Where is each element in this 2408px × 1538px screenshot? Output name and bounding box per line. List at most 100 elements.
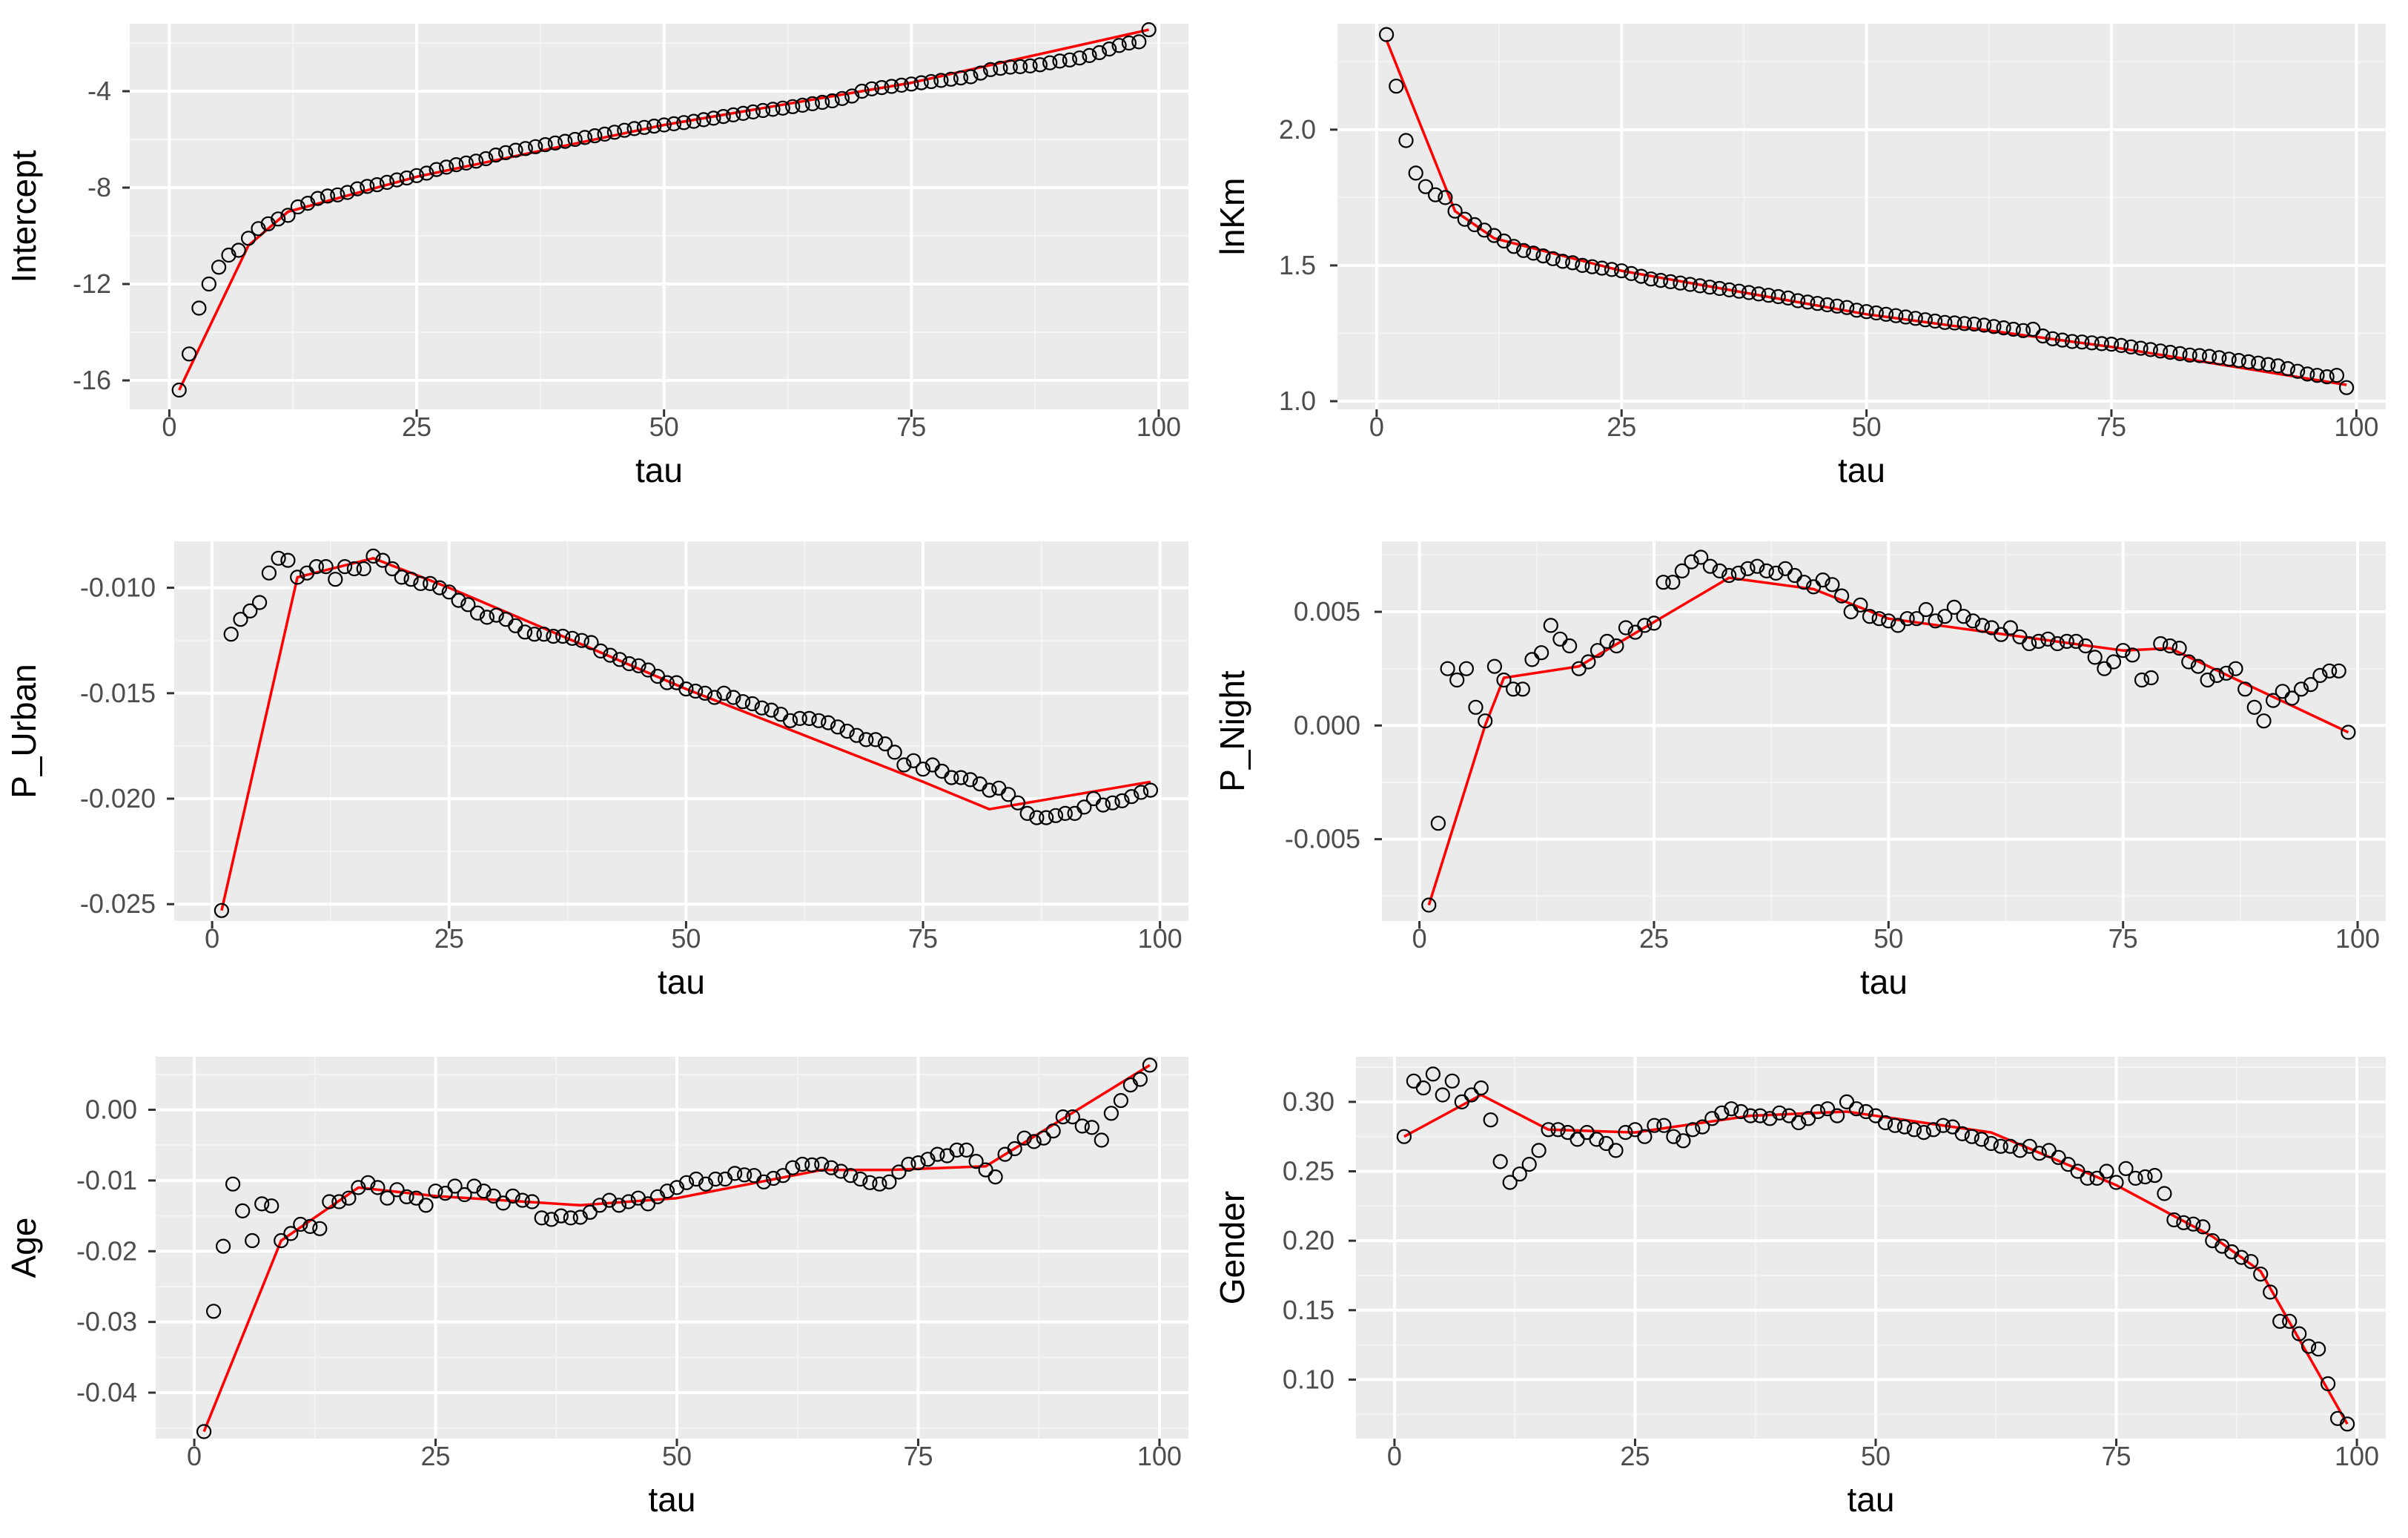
data-point — [834, 90, 850, 106]
data-point — [1966, 316, 1982, 332]
data-point — [543, 1212, 559, 1227]
data-point — [830, 719, 846, 735]
data-point — [1492, 1154, 1508, 1169]
data-point — [688, 1171, 704, 1187]
data-point — [1016, 1130, 1032, 1146]
data-point — [2133, 340, 2149, 356]
data-point — [577, 130, 593, 145]
data-point — [1791, 1115, 1807, 1131]
data-point — [1531, 1143, 1547, 1158]
data-point — [775, 100, 790, 116]
data-point — [1074, 1118, 1090, 1134]
x-axis-title: tau — [1838, 451, 1885, 489]
data-point — [206, 1304, 222, 1319]
data-point — [399, 1189, 414, 1204]
data-point — [264, 1198, 280, 1214]
data-point — [2031, 633, 2046, 650]
data-point — [447, 1178, 463, 1194]
data-point — [1917, 312, 1933, 328]
data-point — [478, 151, 494, 167]
data-point — [1468, 699, 1484, 715]
data-point — [646, 119, 662, 134]
data-point — [1512, 1166, 1527, 1182]
data-point — [2163, 345, 2178, 360]
x-tick-label: 50 — [1852, 412, 1882, 442]
data-point — [2341, 725, 2356, 740]
data-point — [1418, 179, 1434, 194]
data-point — [370, 1180, 386, 1195]
data-point — [231, 242, 246, 258]
data-point — [495, 1195, 511, 1211]
data-point — [547, 135, 563, 151]
data-point — [949, 1142, 965, 1158]
data-point — [2182, 347, 2197, 363]
data-point — [428, 1184, 443, 1199]
data-point — [1937, 314, 1953, 330]
data-point — [214, 902, 229, 918]
data-point — [1589, 1132, 1604, 1147]
fit-line — [220, 557, 1151, 911]
data-point — [2237, 681, 2253, 697]
data-point — [1830, 1108, 1845, 1123]
data-point — [1072, 50, 1088, 66]
data-point — [1102, 41, 1117, 57]
data-point — [191, 300, 207, 316]
data-point — [775, 1168, 791, 1184]
data-point — [260, 216, 276, 231]
data-point — [469, 605, 486, 621]
data-point — [1772, 1105, 1787, 1121]
y-tick-label: 0.00 — [85, 1095, 137, 1125]
fit-line — [1427, 576, 2349, 906]
data-point — [1731, 283, 1747, 299]
data-point — [517, 624, 533, 640]
y-tick-label: -12 — [73, 268, 111, 299]
data-point — [659, 1184, 675, 1199]
data-point — [1141, 22, 1157, 38]
data-point — [1458, 661, 1475, 676]
data-point — [725, 107, 741, 122]
data-point — [466, 1178, 482, 1194]
data-point — [1114, 793, 1130, 809]
data-point — [330, 187, 345, 202]
data-point — [2153, 343, 2169, 359]
data-point — [1091, 44, 1108, 61]
data-point — [1733, 1103, 1749, 1120]
x-tick-label: 100 — [2334, 412, 2378, 442]
data-point — [2094, 336, 2109, 352]
x-tick-label: 50 — [1873, 923, 1903, 954]
data-point — [2209, 667, 2225, 684]
data-point — [636, 119, 652, 135]
data-point — [1624, 265, 1639, 281]
data-point — [2031, 1146, 2047, 1161]
data-point — [923, 73, 939, 90]
data-point — [337, 558, 353, 575]
data-point — [1570, 1132, 1585, 1147]
data-point — [1647, 1118, 1662, 1133]
data-point — [915, 762, 931, 777]
data-point — [408, 168, 425, 183]
data-point — [1750, 558, 1765, 574]
data-point — [558, 133, 573, 149]
data-point — [1575, 257, 1590, 273]
data-point — [1909, 611, 1925, 627]
data-point — [1111, 38, 1127, 53]
data-point — [1002, 59, 1018, 75]
data-point — [2115, 643, 2131, 659]
data-point — [536, 627, 552, 642]
data-point — [1702, 280, 1718, 295]
data-point — [1103, 1106, 1119, 1121]
y-tick-label: -0.02 — [76, 1235, 137, 1266]
x-tick-label: 75 — [896, 412, 926, 442]
data-point — [1692, 278, 1708, 294]
data-point — [2256, 713, 2272, 729]
data-point — [1871, 611, 1887, 627]
data-point — [488, 148, 503, 163]
data-point — [567, 131, 583, 148]
data-point — [606, 125, 623, 140]
data-point — [1396, 1129, 1412, 1144]
data-point — [804, 1157, 820, 1173]
data-point — [2202, 349, 2217, 364]
x-tick-label: 50 — [662, 1441, 692, 1471]
y-tick-label: -0.03 — [76, 1307, 137, 1337]
x-tick-label: 100 — [2335, 923, 2380, 954]
